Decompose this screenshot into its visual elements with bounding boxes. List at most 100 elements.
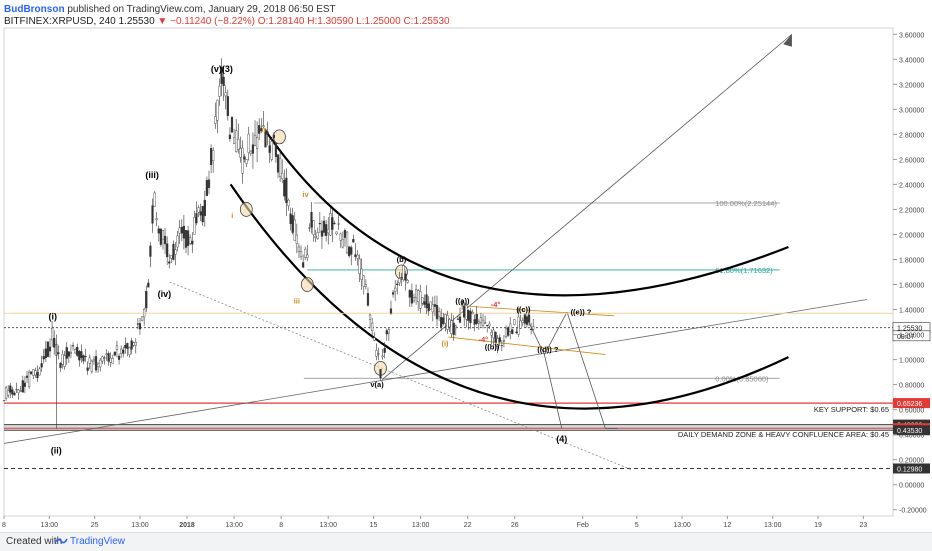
- candle-body: [410, 290, 413, 304]
- candle-body: [88, 357, 91, 364]
- candle-body: [337, 223, 340, 225]
- candle-body: [76, 346, 79, 356]
- zone-label: DAILY DEMAND ZONE & HEAVY CONFLUENCE ARE…: [678, 430, 889, 439]
- candle-body: [23, 382, 27, 387]
- candle-body: [400, 277, 403, 279]
- plot-area[interactable]: [3, 27, 894, 517]
- candle-body: [189, 237, 192, 244]
- projection-path: [543, 354, 563, 429]
- candle-body: [140, 316, 144, 321]
- candle-body: [530, 328, 533, 330]
- candle-body: [419, 291, 422, 309]
- y-tick-label: 2.80000: [899, 132, 924, 139]
- candle-body: [178, 227, 181, 234]
- candle-body: [107, 353, 110, 362]
- candle-body: [444, 314, 447, 324]
- x-tick-label: Feb: [577, 522, 589, 529]
- price-tag-box: [893, 463, 930, 474]
- candle-body: [442, 317, 445, 325]
- price-tag: 0.65236: [897, 401, 922, 408]
- candle-body: [17, 389, 20, 393]
- wave-label: (i): [49, 312, 58, 322]
- candle-body: [63, 355, 66, 367]
- candle-body: [201, 205, 204, 223]
- candle-body: [168, 261, 171, 264]
- candle-body: [101, 356, 104, 362]
- candle-body: [352, 239, 355, 243]
- candle-body: [122, 349, 125, 354]
- candle-body: [371, 322, 374, 331]
- lower-arc: [229, 183, 789, 410]
- demand-zone-band: [4, 424, 893, 431]
- candle-body: [333, 222, 336, 224]
- candle-body: [398, 278, 401, 283]
- wave-label: (ii): [51, 445, 62, 455]
- price-tag: 09:07: [897, 334, 915, 341]
- candle-body: [61, 354, 64, 365]
- x-tick-label: 26: [511, 522, 519, 529]
- y-tick-label: 0.40000: [899, 433, 924, 440]
- candle-body: [310, 211, 313, 228]
- candle-body: [331, 217, 334, 230]
- candle-body: [132, 342, 135, 346]
- candle-body: [306, 254, 309, 258]
- candle-body: [498, 337, 501, 342]
- author-name[interactable]: BudBronson: [4, 4, 65, 15]
- candle-body: [13, 392, 16, 396]
- fib-label: 61.80%(1.71632): [715, 266, 773, 275]
- candle-body: [262, 125, 265, 127]
- candle-body: [235, 130, 238, 152]
- x-tick-label: 12: [724, 522, 732, 529]
- candle-body: [488, 323, 491, 327]
- candle-body: [243, 156, 246, 160]
- wave-label: -4°: [479, 335, 489, 344]
- x-tick-label: 8: [279, 522, 283, 529]
- wave-label: (v)(3): [211, 64, 233, 74]
- candle-body: [226, 96, 229, 117]
- candle-body: [396, 283, 399, 286]
- price-tag: 0.12980: [897, 466, 922, 473]
- candle-body: [316, 232, 319, 239]
- candle-body: [375, 350, 378, 357]
- candle-body: [117, 355, 121, 360]
- candle-body: [345, 231, 349, 253]
- wave-label: (i): [441, 339, 449, 348]
- candle-body: [509, 323, 512, 332]
- candle-body: [184, 230, 188, 248]
- candle-body: [2, 400, 6, 402]
- candle-body: [36, 372, 39, 379]
- candle-body: [364, 284, 367, 287]
- candle-body: [274, 143, 278, 157]
- x-tick-label: 2018: [179, 522, 195, 529]
- wave-label: v(a): [370, 380, 384, 389]
- candle-body: [99, 359, 102, 368]
- candle-body: [270, 141, 273, 160]
- candle-body: [182, 225, 185, 239]
- x-tick-label: 19: [814, 522, 822, 529]
- wave-circle: [300, 277, 314, 292]
- wave-label: ((e)) ?: [571, 308, 592, 317]
- wave-label: ((d)) ?: [537, 345, 559, 354]
- candle-body: [207, 179, 211, 188]
- candle-body: [34, 370, 37, 376]
- candle-body: [109, 357, 112, 363]
- candle-body: [214, 116, 217, 124]
- candle-body: [170, 255, 173, 259]
- candle-body: [180, 226, 183, 234]
- candle-body: [266, 131, 269, 135]
- candle-body: [174, 249, 177, 255]
- candle-body: [287, 199, 290, 206]
- candle-body: [224, 92, 227, 97]
- candle-body: [423, 301, 426, 305]
- candle-body: [253, 134, 257, 146]
- tradingview-brand[interactable]: TradingView: [70, 536, 126, 547]
- y-tick-label: 3.60000: [899, 32, 924, 39]
- candle-body: [220, 66, 223, 84]
- y-tick-label: 2.00000: [899, 232, 924, 239]
- candle-body: [448, 319, 451, 328]
- candle-body: [258, 125, 261, 134]
- candle-body: [4, 387, 8, 399]
- y-tick-label: 1.40000: [899, 308, 924, 315]
- candle-body: [239, 148, 242, 158]
